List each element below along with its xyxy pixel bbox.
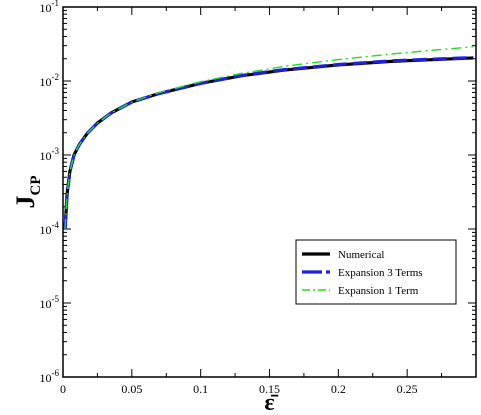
numerical-line xyxy=(63,56,474,230)
y-tick-base: 10 xyxy=(40,1,52,15)
y-tick-exponent: -1 xyxy=(52,0,60,8)
y-tick-label: 10-5 xyxy=(40,294,60,311)
expansion-3-terms-line xyxy=(63,56,474,230)
y-axis-title-main: J xyxy=(11,196,40,209)
y-tick-exponent: -6 xyxy=(52,368,60,378)
y-tick-base: 10 xyxy=(40,223,52,237)
x-tick-label: 0.15 xyxy=(259,382,280,396)
y-axis-title-subscript: CP xyxy=(28,176,44,196)
y-axis-title: JCP xyxy=(11,176,44,209)
x-tick-label: 0 xyxy=(60,382,66,396)
legend-entry-expansion-3-terms-label: Expansion 3 Terms xyxy=(338,267,423,279)
x-tick-label: 0.1 xyxy=(193,382,208,396)
legend-box xyxy=(295,239,457,305)
y-tick-exponent: -4 xyxy=(52,220,60,230)
y-tick-label: 10-2 xyxy=(40,72,60,89)
y-tick-label: 10-3 xyxy=(40,146,60,163)
y-tick-base: 10 xyxy=(40,75,52,89)
y-tick-base: 10 xyxy=(40,149,52,163)
y-tick-label: 10-6 xyxy=(40,368,60,385)
y-tick-exponent: -3 xyxy=(52,146,60,156)
y-tick-exponent: -2 xyxy=(52,72,60,82)
legend-entry-expansion-1-term-label: Expansion 1 Term xyxy=(338,285,419,297)
y-tick-base: 10 xyxy=(40,297,52,311)
x-tick-label: 0.25 xyxy=(397,382,418,396)
y-tick-base: 10 xyxy=(40,371,52,385)
legend-entry-numerical-label: Numerical xyxy=(338,249,384,261)
y-tick-label: 10-4 xyxy=(40,220,60,237)
x-tick-label: 0.2 xyxy=(331,382,346,396)
x-tick-label: 0.05 xyxy=(121,382,142,396)
expansion-1-term-line xyxy=(64,46,474,230)
y-tick-exponent: -5 xyxy=(52,294,60,304)
y-tick-label: 10-1 xyxy=(40,0,60,15)
plot-frame xyxy=(62,6,477,378)
